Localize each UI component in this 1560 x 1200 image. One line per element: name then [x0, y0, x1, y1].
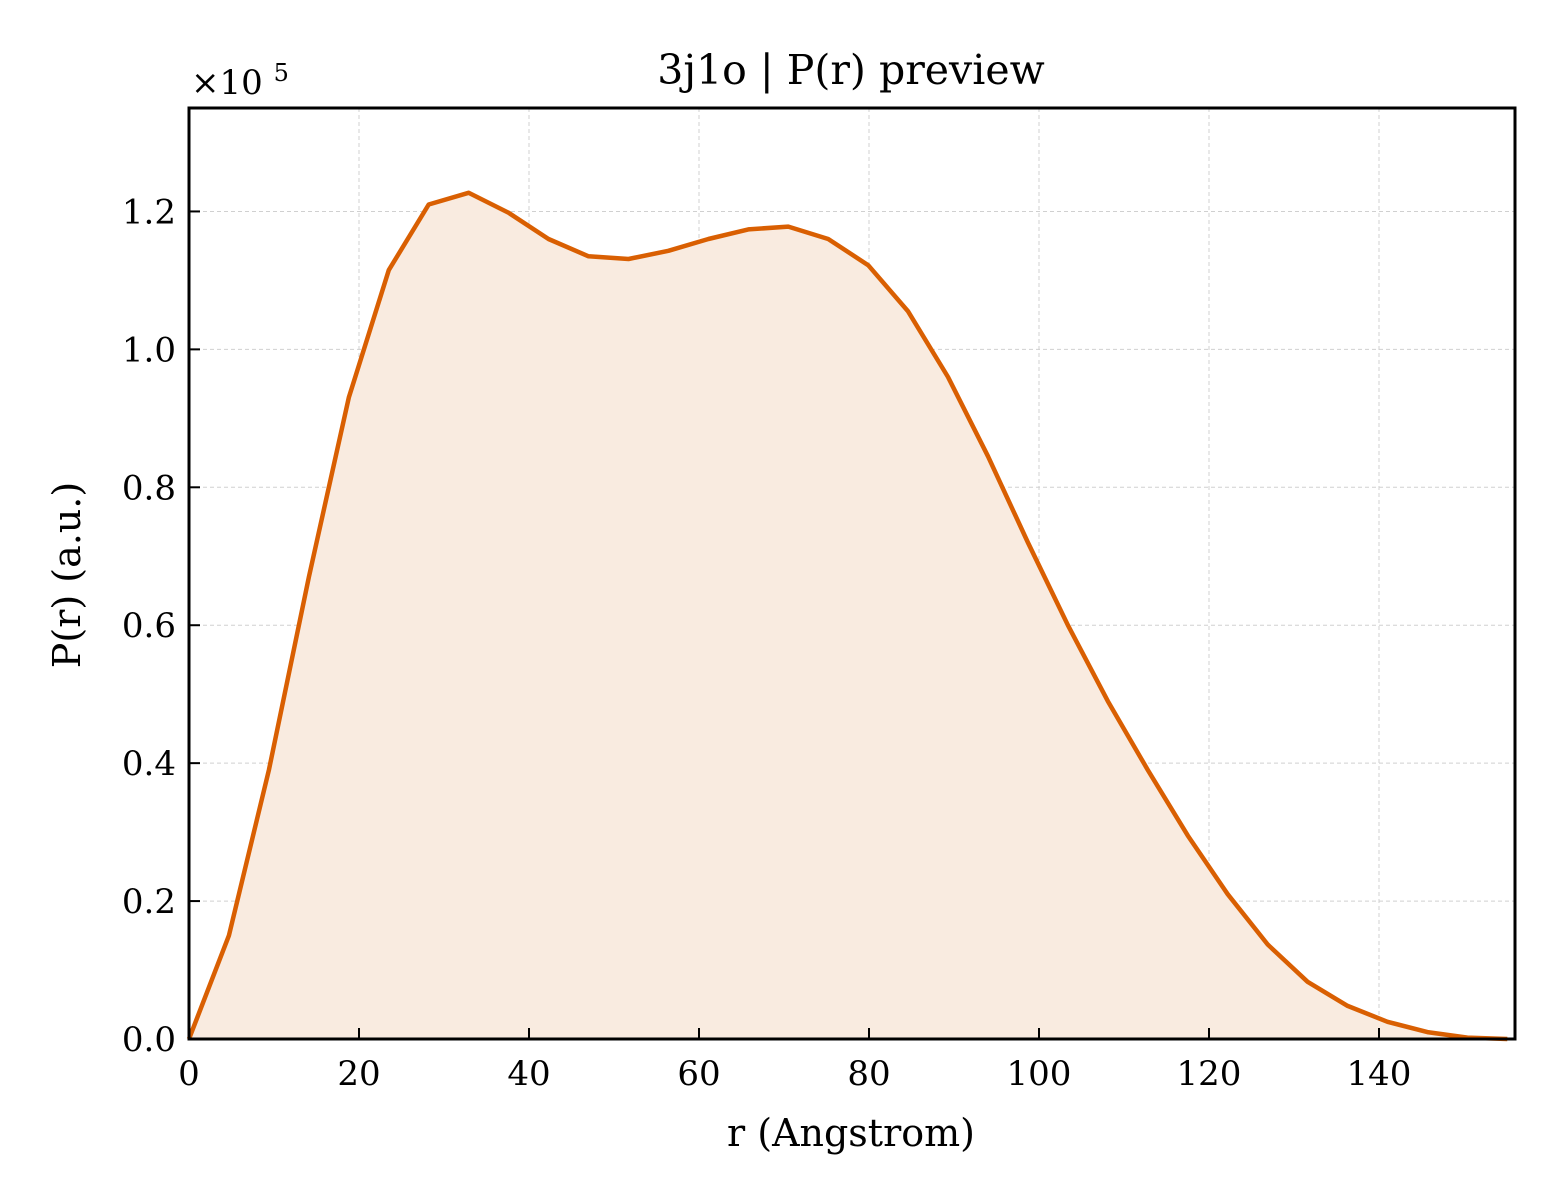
y-exponent-power: 5: [274, 59, 289, 87]
x-tick-label: 100: [1007, 1054, 1072, 1094]
x-axis-label: r (Angstrom): [727, 1111, 975, 1155]
y-axis-label: P(r) (a.u.): [45, 482, 89, 668]
y-tick-label: 1.2: [122, 192, 176, 232]
tick-marks: [188, 210, 1380, 1040]
x-tick-label: 60: [677, 1054, 720, 1094]
plot-frame: [187, 106, 1517, 1041]
y-tick-label: 0.4: [122, 744, 176, 784]
plot-area: 0 20 40 60 80 100 120 140 0.0 0.2 0.4 0.6 0.8 1.0 1.2: [122, 106, 1517, 1094]
x-tick-label: 40: [507, 1054, 550, 1094]
x-tick-label: 0: [178, 1054, 200, 1094]
x-tick-label: 140: [1347, 1054, 1412, 1094]
pr-series-line: [186, 190, 1508, 1042]
y-exponent-label: ×10 5: [191, 59, 289, 103]
y-tick-label: 0.2: [122, 882, 176, 922]
y-tick-label: 0.6: [122, 606, 176, 646]
y-tick-labels: 0.0 0.2 0.4 0.6 0.8 1.0 1.2: [122, 192, 176, 1060]
y-tick-label: 0.8: [122, 468, 176, 508]
x-tick-label: 80: [847, 1054, 890, 1094]
x-tick-label: 20: [337, 1054, 380, 1094]
chart-title: 3j1o | P(r) preview: [657, 46, 1044, 94]
pr-area-fill: [189, 192, 1515, 1040]
y-tick-label: 1.0: [122, 330, 176, 370]
y-tick-label: 0.0: [122, 1020, 176, 1060]
x-tick-labels: 0 20 40 60 80 100 120 140: [178, 1054, 1411, 1094]
x-tick-label: 120: [1177, 1054, 1242, 1094]
y-exponent-base: ×10: [191, 63, 263, 103]
